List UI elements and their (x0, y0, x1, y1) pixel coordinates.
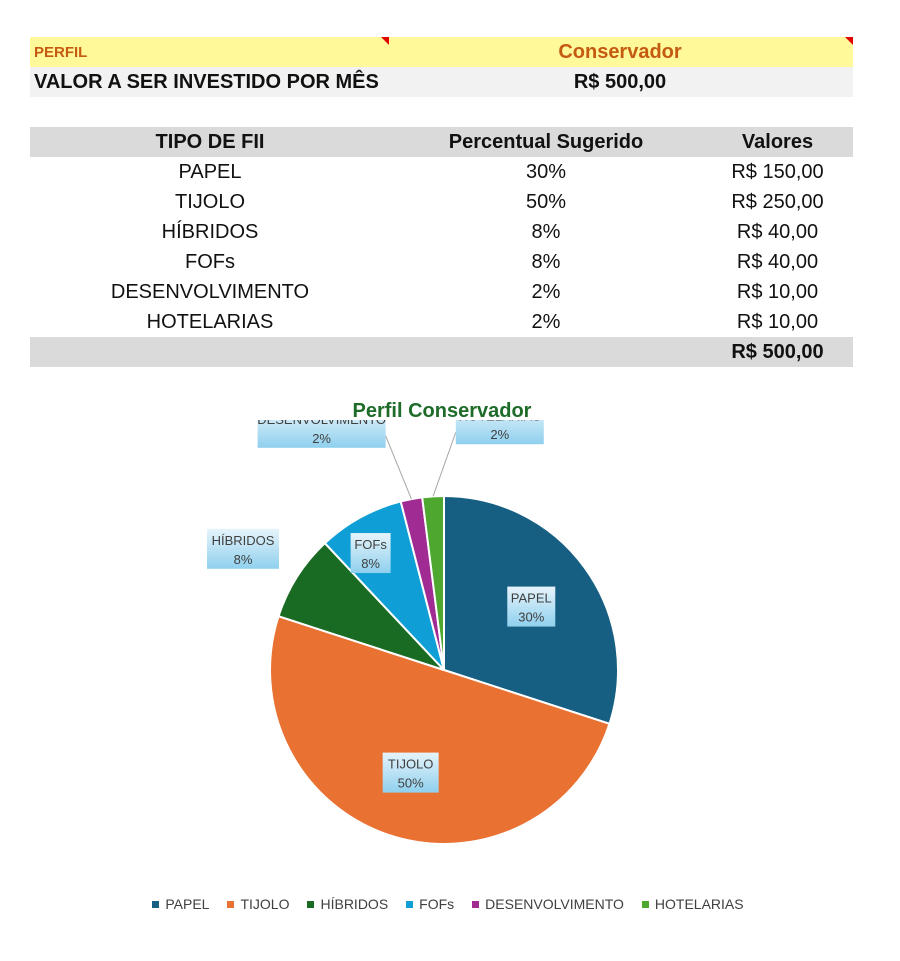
data-label-box (257, 420, 386, 448)
cell-percentual: 2% (531, 280, 561, 303)
legend-item-desenvolvimento[interactable]: DESENVOLVIMENTO (472, 896, 624, 912)
cell-valor: R$ 250,00 (731, 190, 824, 213)
cell-percentual: 2% (531, 310, 561, 333)
leader-line (432, 432, 457, 497)
data-label-category: HOTELARIAS (459, 420, 542, 423)
cell-tipo: HÍBRIDOS (161, 220, 259, 243)
table-row: HÍBRIDOS 8% R$ 40,00 (30, 217, 853, 247)
perfil-label: PERFIL (34, 43, 88, 61)
legend-item-híbridos[interactable]: HÍBRIDOS (307, 896, 388, 912)
valor-row: VALOR A SER INVESTIDO POR MÊS R$ 500,00 (30, 67, 853, 97)
data-label-híbridos[interactable]: HÍBRIDOS 8% (207, 528, 280, 569)
leader-line (385, 435, 412, 500)
pie-chart[interactable]: PAPEL 30% TIJOLO 50% HÍBRIDOS 8% FOFs 8% DESENVO… (0, 420, 900, 890)
data-label-percent: 30% (518, 610, 544, 625)
chart-legend: PAPEL TIJOLO HÍBRIDOS FOFs DESENVOLVIMENTO HO… (0, 896, 896, 912)
data-label-category: HÍBRIDOS (212, 533, 275, 548)
table-header: TIPO DE FII Percentual Sugerido Valores (30, 127, 853, 157)
legend-swatch (307, 900, 315, 908)
legend-swatch (227, 900, 235, 908)
legend-label: FOFs (419, 896, 455, 912)
data-label-percent: 2% (490, 427, 509, 442)
table-row: DESENVOLVIMENTO 2% R$ 10,00 (30, 277, 853, 307)
cell-valor: R$ 10,00 (736, 310, 819, 333)
legend-label: PAPEL (165, 896, 210, 912)
legend-swatch (641, 900, 649, 908)
comment-indicator[interactable] (845, 37, 853, 45)
cell-percentual: 50% (525, 190, 567, 213)
data-label-box (382, 752, 439, 793)
cell-tipo: FOFs (185, 250, 235, 273)
data-label-box (507, 586, 556, 627)
perfil-value[interactable]: Conservador (558, 40, 682, 63)
cell-valor: R$ 10,00 (736, 280, 819, 303)
data-label-box (207, 528, 280, 569)
cell-tipo: DESENVOLVIMENTO (110, 280, 310, 303)
data-label-box (455, 420, 544, 445)
data-label-percent: 8% (361, 556, 380, 571)
table-row: FOFs 8% R$ 40,00 (30, 247, 853, 277)
data-label-percent: 2% (312, 431, 331, 446)
header-tipo: TIPO DE FII (155, 130, 265, 153)
table-row: HOTELARIAS 2% R$ 10,00 (30, 307, 853, 337)
legend-item-papel[interactable]: PAPEL (152, 896, 209, 912)
legend-label: DESENVOLVIMENTO (485, 896, 624, 912)
table-row: TIJOLO 50% R$ 250,00 (30, 187, 853, 217)
cell-tipo: PAPEL (178, 160, 242, 183)
data-label-box (350, 533, 391, 574)
valor-label: VALOR A SER INVESTIDO POR MÊS (34, 70, 379, 93)
chart-title: Perfil Conservador (352, 400, 532, 422)
legend-item-tijolo[interactable]: TIJOLO (227, 896, 289, 912)
valor-value[interactable]: R$ 500,00 (573, 70, 667, 93)
data-label-category: FOFs (354, 537, 387, 552)
data-label-category: TIJOLO (388, 757, 434, 772)
data-label-category: PAPEL (511, 591, 552, 606)
data-label-hotelarias[interactable]: HOTELARIAS 2% (455, 420, 544, 445)
table-row: PAPEL 30% R$ 150,00 (30, 157, 853, 187)
legend-item-hotelarias[interactable]: HOTELARIAS (641, 896, 744, 912)
legend-swatch (472, 900, 480, 908)
total-value: R$ 500,00 (731, 340, 824, 363)
cell-tipo: TIJOLO (174, 190, 245, 213)
cell-tipo: HOTELARIAS (146, 310, 274, 333)
data-label-desenvolvimento[interactable]: DESENVOLVIMENTO 2% (257, 420, 386, 448)
header-valores: Valores (741, 130, 814, 153)
comment-indicator[interactable] (381, 37, 389, 45)
legend-swatch (406, 900, 414, 908)
cell-valor: R$ 150,00 (731, 160, 824, 183)
header-percentual: Percentual Sugerido (448, 130, 644, 153)
data-label-category: DESENVOLVIMENTO (257, 420, 386, 427)
cell-valor: R$ 40,00 (736, 250, 819, 273)
cell-percentual: 8% (531, 220, 561, 243)
pie-slice-tijolo[interactable] (269, 614, 611, 845)
legend-label: TIJOLO (240, 896, 290, 912)
cell-percentual: 30% (525, 160, 567, 183)
perfil-row: PERFIL Conservador (30, 37, 853, 67)
data-label-papel[interactable]: PAPEL 30% (507, 586, 556, 627)
legend-item-fofs[interactable]: FOFs (406, 896, 454, 912)
legend-label: HOTELARIAS (654, 896, 744, 912)
data-label-percent: 50% (398, 776, 424, 791)
cell-valor: R$ 40,00 (736, 220, 819, 243)
legend-swatch (152, 900, 160, 908)
legend-label: HÍBRIDOS (320, 896, 389, 912)
data-label-percent: 8% (234, 552, 253, 567)
data-label-fofs[interactable]: FOFs 8% (350, 533, 391, 574)
data-label-tijolo[interactable]: TIJOLO 50% (382, 752, 439, 793)
table-total-row: R$ 500,00 (30, 337, 853, 367)
cell-percentual: 8% (531, 250, 561, 273)
